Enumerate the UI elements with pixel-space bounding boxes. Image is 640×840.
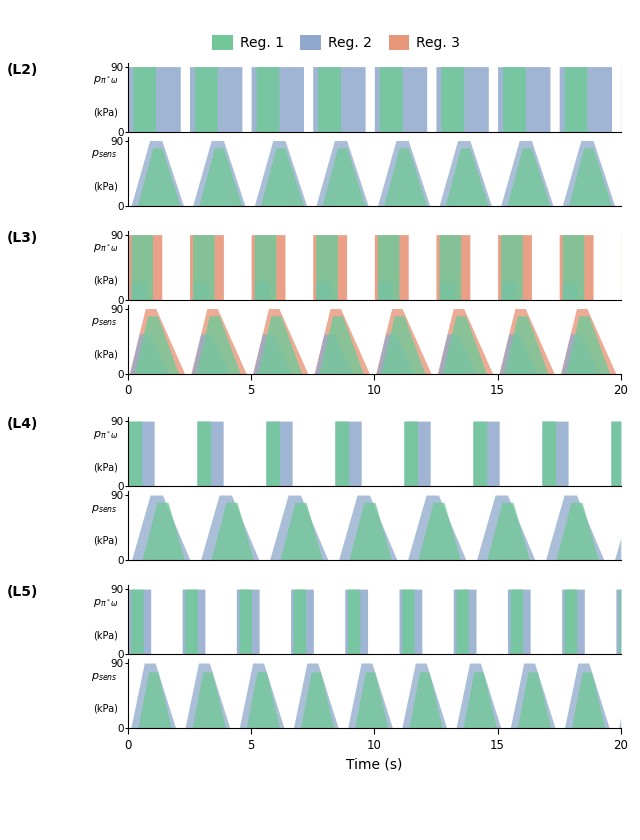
- Text: $p_{sens}$: $p_{sens}$: [92, 148, 118, 160]
- Text: $p_{\pi^*\omega}$: $p_{\pi^*\omega}$: [93, 596, 118, 609]
- Text: (kPa): (kPa): [93, 181, 118, 192]
- Text: (kPa): (kPa): [93, 536, 118, 546]
- Text: $p_{\pi^*\omega}$: $p_{\pi^*\omega}$: [93, 74, 118, 87]
- Text: (kPa): (kPa): [93, 349, 118, 360]
- Text: (L3): (L3): [6, 231, 38, 245]
- Text: (kPa): (kPa): [93, 108, 118, 118]
- Text: (L4): (L4): [6, 417, 38, 432]
- Text: $p_{sens}$: $p_{sens}$: [92, 316, 118, 328]
- Text: (L2): (L2): [6, 63, 38, 77]
- Text: $p_{\pi^*\omega}$: $p_{\pi^*\omega}$: [93, 428, 118, 441]
- Text: (kPa): (kPa): [93, 630, 118, 640]
- Text: (kPa): (kPa): [93, 704, 118, 714]
- Legend: Reg. 1, Reg. 2, Reg. 3: Reg. 1, Reg. 2, Reg. 3: [206, 30, 466, 55]
- Text: $p_{\pi^*\omega}$: $p_{\pi^*\omega}$: [93, 242, 118, 255]
- Text: (L5): (L5): [6, 585, 38, 600]
- Text: $p_{sens}$: $p_{sens}$: [92, 502, 118, 515]
- Text: (kPa): (kPa): [93, 462, 118, 472]
- Text: (kPa): (kPa): [93, 276, 118, 286]
- X-axis label: Time (s): Time (s): [346, 757, 403, 771]
- Text: $p_{sens}$: $p_{sens}$: [92, 670, 118, 683]
